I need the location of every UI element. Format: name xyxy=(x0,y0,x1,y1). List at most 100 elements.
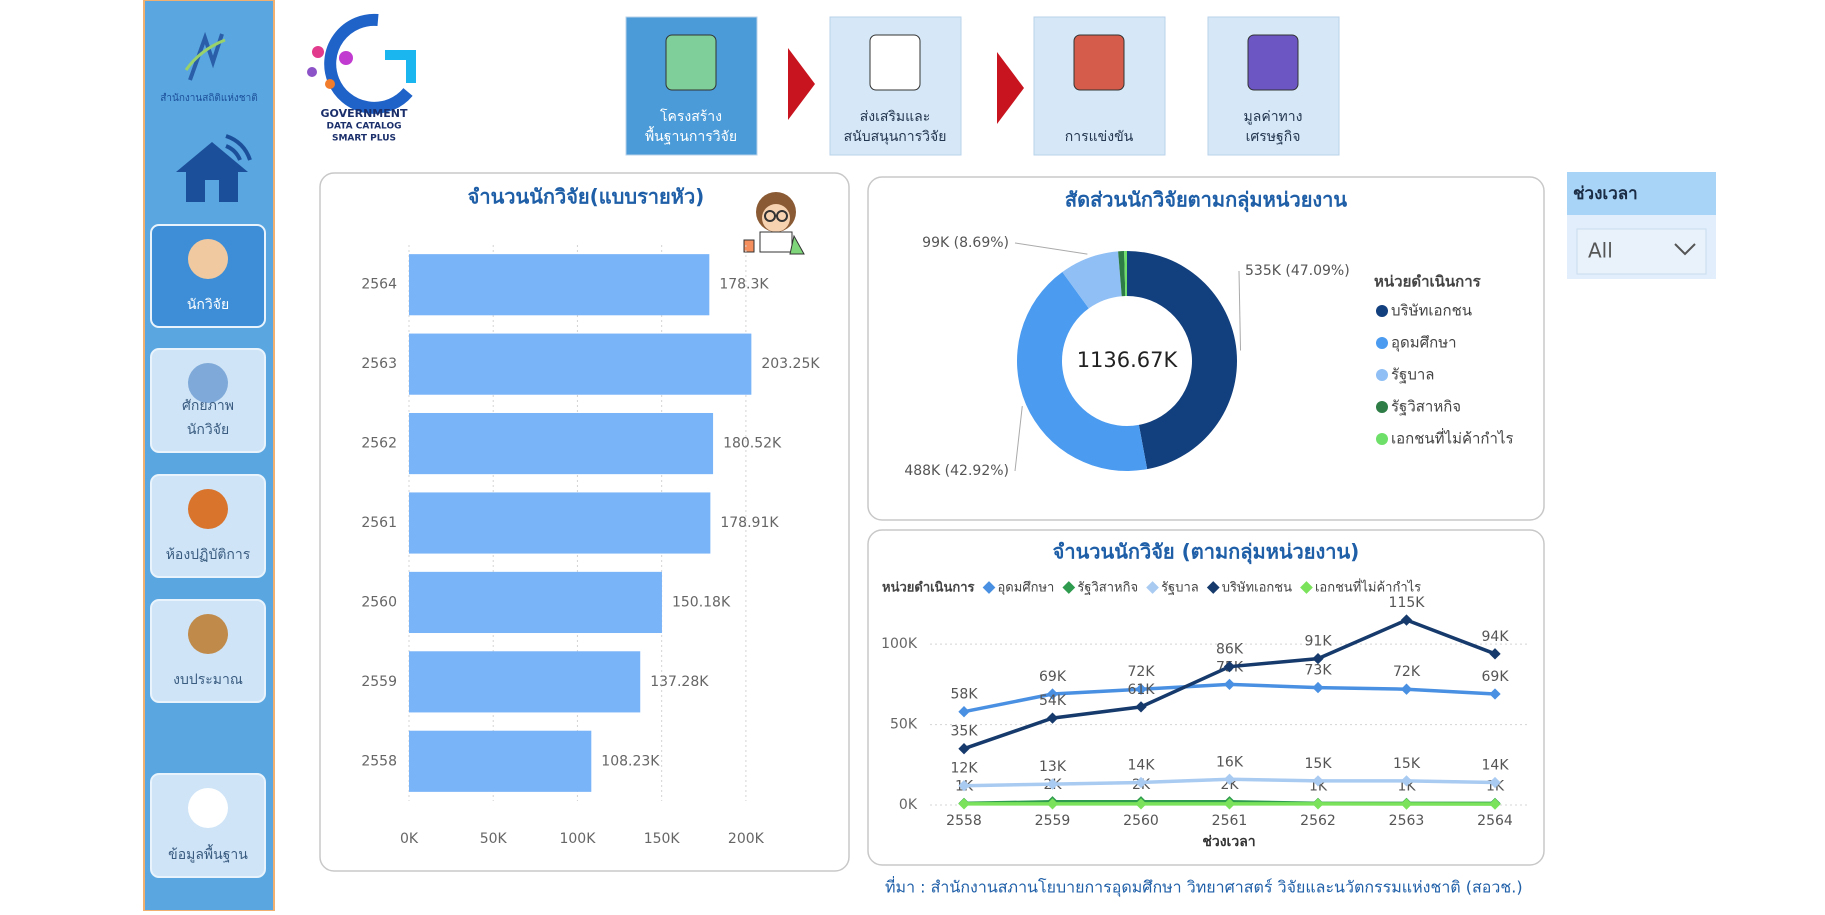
tab-label: มูลค่าทาง xyxy=(1244,109,1303,125)
data-label: 14K xyxy=(1482,757,1510,773)
tab-label: โครงสร้าง xyxy=(660,108,722,125)
nav-label: นักวิจัย xyxy=(187,297,229,313)
y-tick-label: 2561 xyxy=(361,515,397,531)
legend-label: บริษัทเอกชน xyxy=(1391,302,1472,320)
legend-marker xyxy=(1376,401,1388,413)
tab-icon xyxy=(1248,35,1298,90)
bar xyxy=(409,492,710,553)
tab-icon xyxy=(870,35,920,90)
x-tick-label: 150K xyxy=(644,831,681,847)
data-label: 178.3K xyxy=(719,277,769,293)
data-label: 488K (42.92%) xyxy=(904,463,1009,479)
data-label: 35K xyxy=(951,724,979,740)
y-tick-label: 2560 xyxy=(361,594,397,610)
data-label: 61K xyxy=(1128,682,1156,698)
x-tick-label: 100K xyxy=(559,831,596,847)
nav-icon xyxy=(188,788,228,828)
legend-label: รัฐบาล xyxy=(1391,366,1434,384)
data-label: 137.28K xyxy=(650,674,709,690)
legend-label: บริษัทเอกชน xyxy=(1222,581,1292,596)
data-label: 69K xyxy=(1482,669,1510,685)
legend-title: หน่วยดำเนินการ xyxy=(1374,273,1482,291)
nav-label: ข้อมูลพื้นฐาน xyxy=(168,844,248,863)
data-label: 94K xyxy=(1482,629,1510,645)
x-tick-label: 50K xyxy=(480,831,508,847)
x-tick-label: 200K xyxy=(728,831,765,847)
nav-label: ห้องปฏิบัติการ xyxy=(166,547,251,563)
nav-icon xyxy=(188,489,228,529)
chart-title: จำนวนนักวิจัย(แบบรายหัว) xyxy=(468,185,705,209)
data-label: 54K xyxy=(1039,693,1067,709)
logo-text: GOVERNMENT xyxy=(321,107,408,120)
bar xyxy=(409,334,751,395)
data-label: 12K xyxy=(951,761,979,777)
tab-label: พื้นฐานการวิจัย xyxy=(645,126,737,145)
legend-label: รัฐวิสาหกิจ xyxy=(1077,581,1138,596)
legend-label: รัฐวิสาหกิจ xyxy=(1391,398,1461,416)
data-label: 535K (47.09%) xyxy=(1245,263,1350,279)
data-label: 15K xyxy=(1305,756,1333,772)
data-label: 72K xyxy=(1393,664,1421,680)
tab-icon xyxy=(666,35,716,90)
data-label: 91K xyxy=(1305,634,1333,650)
data-label: 73K xyxy=(1305,663,1333,679)
legend-label: เอกชนที่ไม่ค้ากำไร xyxy=(1391,428,1514,448)
logo-text: SMART PLUS xyxy=(332,134,396,144)
tab-label: การแข่งขัน xyxy=(1065,129,1134,145)
legend-title: หน่วยดำเนินการ xyxy=(882,580,975,596)
tab-label: ส่งเสริมและ xyxy=(860,109,931,125)
org-name: สำนักงานสถิติแห่งชาติ xyxy=(160,93,257,104)
x-axis-title: ช่วงเวลา xyxy=(1202,834,1255,850)
legend-label: อุดมศึกษา xyxy=(1391,334,1457,353)
x-tick-label: 2564 xyxy=(1477,813,1513,829)
data-label: 58K xyxy=(951,687,979,703)
logo-text: DATA CATALOG xyxy=(326,122,401,132)
data-label: 15K xyxy=(1393,756,1421,772)
data-label: 13K xyxy=(1039,759,1067,775)
data-label: 150.18K xyxy=(672,594,731,610)
data-label: 115K xyxy=(1389,595,1426,611)
y-tick-label: 2558 xyxy=(361,753,397,769)
x-tick-label: 2561 xyxy=(1212,813,1248,829)
filter-title: ช่วงเวลา xyxy=(1573,184,1638,204)
nav-icon xyxy=(188,614,228,654)
data-label: 86K xyxy=(1216,642,1244,658)
legend-marker xyxy=(1376,305,1388,317)
y-tick-label: 2559 xyxy=(361,674,397,690)
data-label: 69K xyxy=(1039,669,1067,685)
legend-marker xyxy=(1376,369,1388,381)
bar xyxy=(409,254,709,315)
bar xyxy=(409,651,640,712)
legend-marker xyxy=(1376,433,1388,445)
x-tick-label: 2562 xyxy=(1300,813,1336,829)
data-label: 180.52K xyxy=(723,436,782,452)
bar xyxy=(409,731,591,792)
gdc-logo xyxy=(307,20,411,108)
y-tick-label: 2562 xyxy=(361,436,397,452)
bar xyxy=(409,572,662,633)
data-label: 14K xyxy=(1128,757,1156,773)
y-tick-label: 100K xyxy=(881,636,918,652)
tab-label: เศรษฐกิจ xyxy=(1246,129,1301,145)
y-tick-label: 2564 xyxy=(361,277,397,293)
y-tick-label: 50K xyxy=(890,717,918,733)
bar xyxy=(409,413,713,474)
tab-arrow xyxy=(788,48,815,120)
filter-value: All xyxy=(1588,239,1613,263)
chart-title: สัดส่วนนักวิจัยตามกลุ่มหน่วยงาน xyxy=(1065,188,1348,213)
x-tick-label: 2558 xyxy=(946,813,982,829)
data-label: 16K xyxy=(1216,754,1244,770)
x-tick-label: 0K xyxy=(400,831,419,847)
y-tick-label: 0K xyxy=(899,797,918,813)
legend-label: รัฐบาล xyxy=(1161,581,1199,596)
legend-label: อุดมศึกษา xyxy=(998,581,1055,596)
legend-label: เอกชนที่ไม่ค้ากำไร xyxy=(1315,579,1421,596)
data-label: 108.23K xyxy=(601,753,660,769)
nav-icon xyxy=(188,363,228,403)
data-label: 203.25K xyxy=(761,356,820,372)
data-label: 72K xyxy=(1128,664,1156,680)
tab-arrow xyxy=(997,52,1024,124)
tab-label: สนับสนุนการวิจัย xyxy=(844,129,947,145)
